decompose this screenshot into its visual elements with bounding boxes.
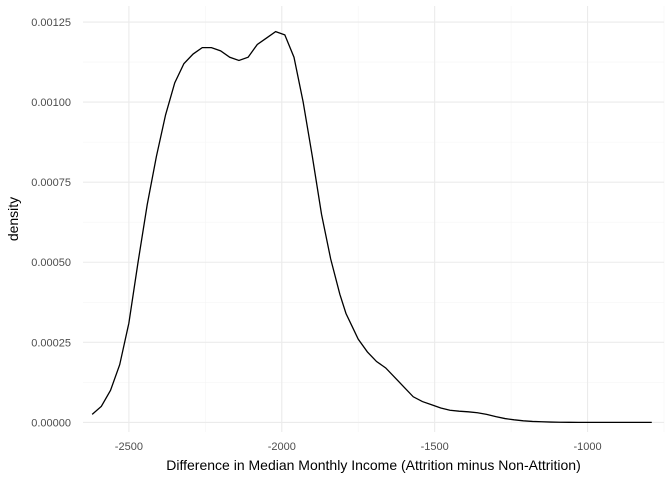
y-tick-label: 0.00125 bbox=[31, 17, 71, 29]
y-tick-label: 0.00050 bbox=[31, 257, 71, 269]
x-tick-label: -1000 bbox=[573, 441, 601, 453]
x-tick-labels: -2500 -2000 -1500 -1000 bbox=[115, 441, 602, 453]
y-tick-labels: 0.00000 0.00025 0.00050 0.00075 0.00100 0.001… bbox=[31, 17, 71, 429]
y-tick-label: 0.00075 bbox=[31, 177, 71, 189]
y-tick-label: 0.00000 bbox=[31, 417, 71, 429]
y-axis-title: density bbox=[5, 197, 21, 241]
x-tick-label: -2500 bbox=[115, 441, 143, 453]
x-tick-label: -1500 bbox=[421, 441, 449, 453]
y-tick-label: 0.00100 bbox=[31, 97, 71, 109]
density-curve bbox=[91, 30, 652, 424]
y-tick-label: 0.00025 bbox=[31, 337, 71, 349]
minor-gridlines bbox=[83, 6, 665, 432]
x-tick-label: -2000 bbox=[268, 441, 296, 453]
x-axis-title: Difference in Median Monthly Income (Att… bbox=[166, 457, 580, 473]
